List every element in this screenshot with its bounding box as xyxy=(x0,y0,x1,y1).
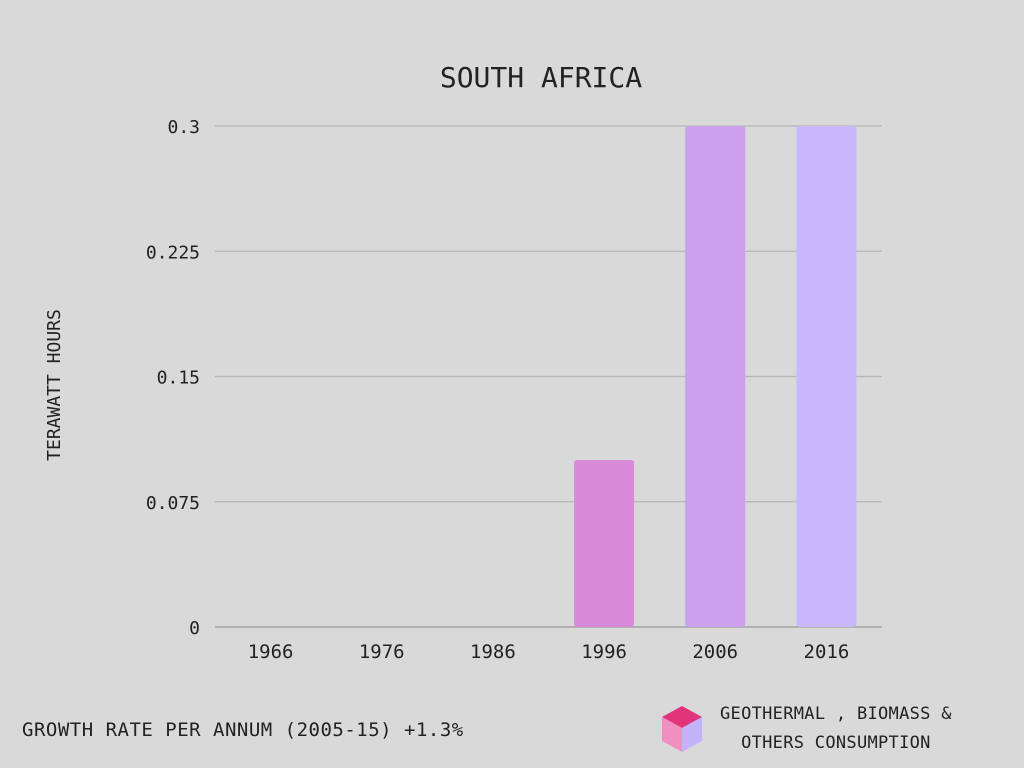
x-tick-label: 1986 xyxy=(470,641,516,663)
growth-rate-text: GROWTH RATE PER ANNUM (2005-15) +1.3% xyxy=(22,719,464,741)
x-tick-label: 1966 xyxy=(248,641,294,663)
bar-2006 xyxy=(685,126,746,627)
y-tick-label: 0 xyxy=(189,618,200,639)
y-tick-label: 0.3 xyxy=(167,117,200,138)
y-tick-labels: 0 0.075 0.15 0.225 0.3 xyxy=(146,117,200,639)
y-axis-label: TERAWATT HOURS xyxy=(44,309,65,461)
legend-label-line-2: OTHERS CONSUMPTION xyxy=(741,733,931,753)
bars xyxy=(574,126,857,627)
bar-1996 xyxy=(574,460,635,627)
bar-chart: SOUTH AFRICA TERAWATT HOURS 0 0.075 0.15 0.… xyxy=(44,61,882,663)
x-tick-label: 1976 xyxy=(359,641,405,663)
y-tick-label: 0.225 xyxy=(146,242,200,263)
legend: GEOTHERMAL , BIOMASS & OTHERS CONSUMPTIO… xyxy=(662,700,952,758)
x-tick-labels: 1966 1976 1986 1996 2006 2016 xyxy=(248,641,850,663)
legend-label: GEOTHERMAL , BIOMASS & OTHERS CONSUMPTIO… xyxy=(720,700,952,758)
x-tick-label: 2016 xyxy=(804,641,850,663)
cube-icon xyxy=(662,706,702,752)
y-tick-label: 0.15 xyxy=(157,368,200,389)
bar-2016 xyxy=(796,126,857,627)
y-tick-label: 0.075 xyxy=(146,493,200,514)
legend-label-line-1: GEOTHERMAL , BIOMASS & xyxy=(720,704,952,724)
x-tick-label: 1996 xyxy=(581,641,627,663)
x-tick-label: 2006 xyxy=(692,641,738,663)
gridlines xyxy=(215,125,882,628)
chart-title: SOUTH AFRICA xyxy=(440,61,642,94)
